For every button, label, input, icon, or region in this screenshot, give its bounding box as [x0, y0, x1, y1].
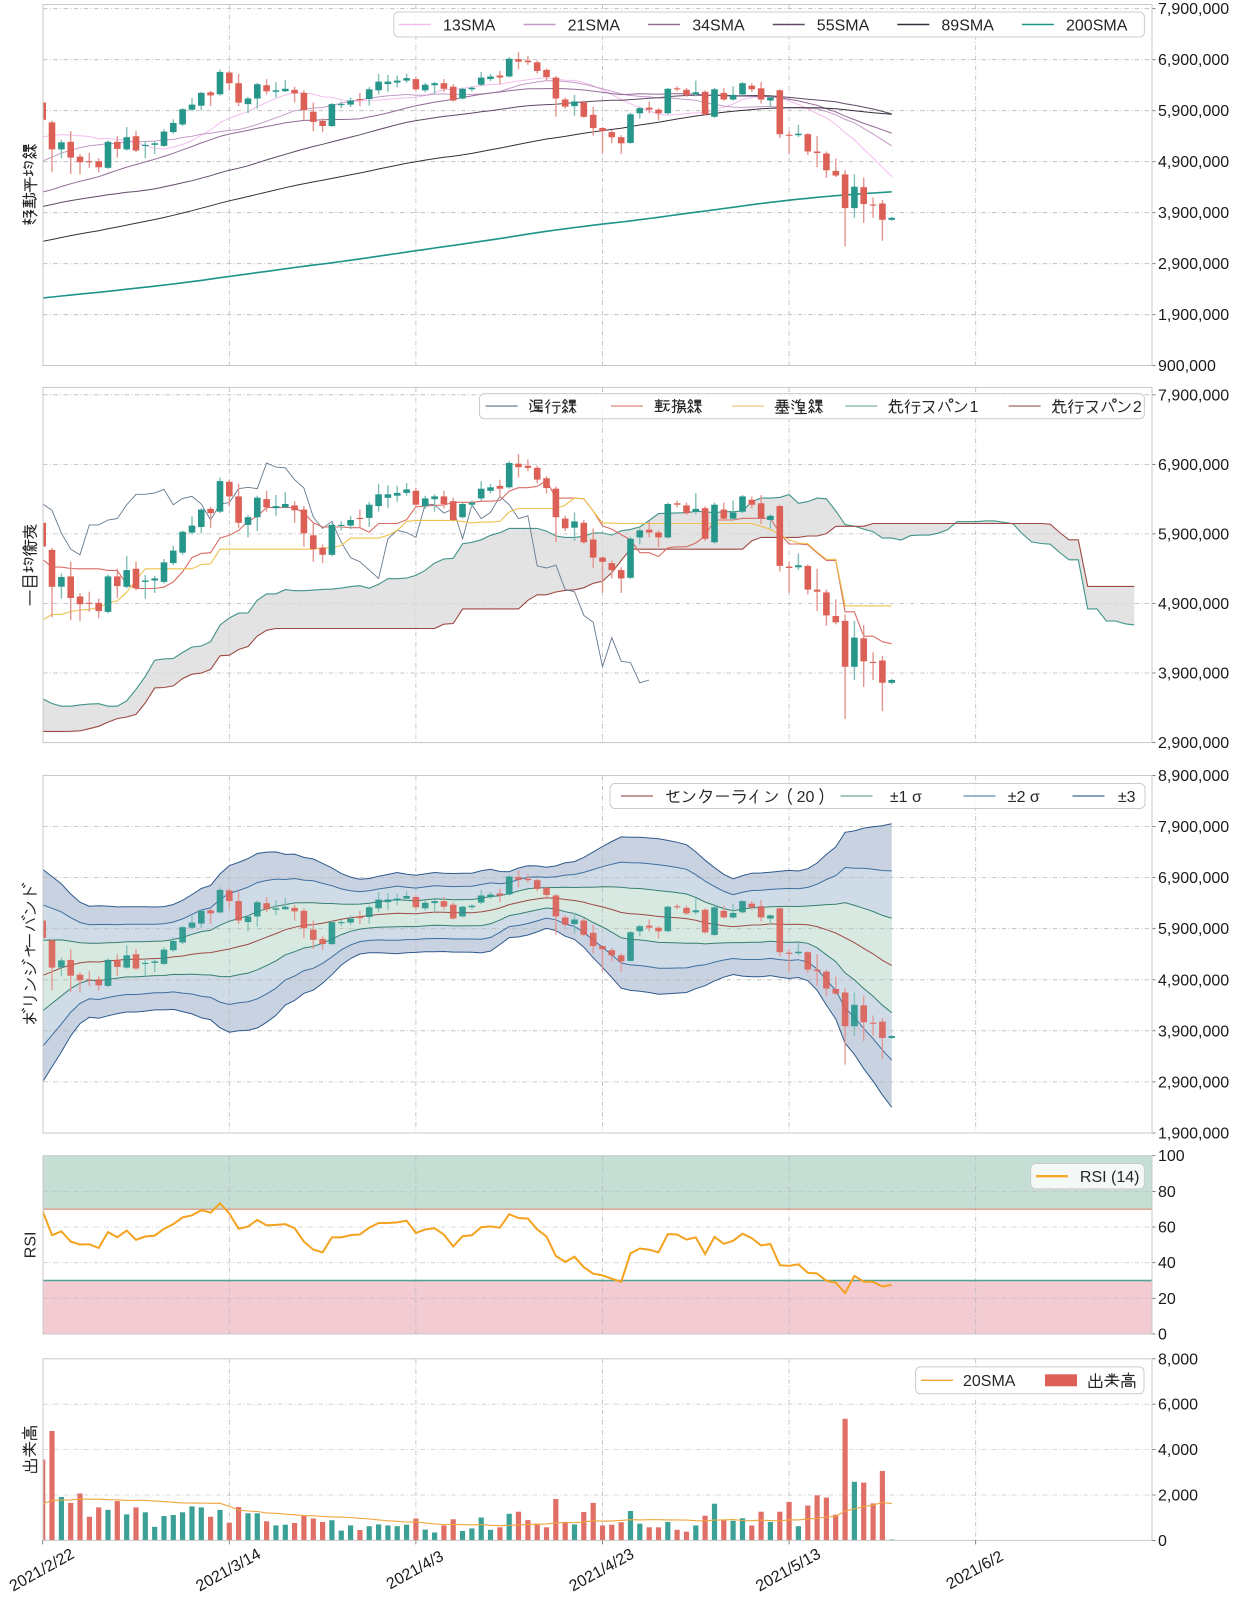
svg-text:±2 σ: ±2 σ	[1008, 789, 1040, 806]
svg-text:4,900,000: 4,900,000	[1158, 972, 1229, 989]
svg-text:±3: ±3	[1118, 789, 1136, 806]
svg-text:7,900,000: 7,900,000	[1158, 1, 1229, 18]
svg-text:2,000: 2,000	[1158, 1488, 1198, 1505]
svg-text:13SMA: 13SMA	[443, 17, 496, 34]
svg-text:3,900,000: 3,900,000	[1158, 205, 1229, 222]
svg-text:8,900,000: 8,900,000	[1158, 768, 1229, 785]
svg-text:RSI (14): RSI (14)	[1080, 1169, 1140, 1186]
svg-text:3,900,000: 3,900,000	[1158, 666, 1229, 683]
svg-text:6,900,000: 6,900,000	[1158, 870, 1229, 887]
svg-text:2: 2	[1133, 399, 1142, 416]
svg-text:±1 σ: ±1 σ	[890, 789, 922, 806]
svg-text:RSI: RSI	[22, 1232, 39, 1259]
svg-text:55SMA: 55SMA	[817, 17, 870, 34]
svg-text:2,900,000: 2,900,000	[1158, 1074, 1229, 1091]
svg-text:34SMA: 34SMA	[692, 17, 745, 34]
svg-text:4,900,000: 4,900,000	[1158, 596, 1229, 613]
svg-text:0: 0	[1158, 1327, 1167, 1344]
svg-text:60: 60	[1158, 1220, 1176, 1237]
svg-text:40: 40	[1158, 1255, 1176, 1272]
svg-text:6,900,000: 6,900,000	[1158, 52, 1229, 69]
svg-text:6,000: 6,000	[1158, 1397, 1198, 1414]
svg-text:89SMA: 89SMA	[941, 17, 994, 34]
svg-text:4,900,000: 4,900,000	[1158, 154, 1229, 171]
svg-text:8,000: 8,000	[1158, 1351, 1198, 1368]
svg-text:200SMA: 200SMA	[1066, 17, 1128, 34]
svg-text:1: 1	[970, 399, 979, 416]
svg-text:1,900,000: 1,900,000	[1158, 1126, 1229, 1143]
svg-text:20: 20	[1158, 1291, 1176, 1308]
svg-text:100: 100	[1158, 1148, 1185, 1165]
svg-text:20SMA: 20SMA	[963, 1373, 1016, 1390]
svg-text:21SMA: 21SMA	[568, 17, 621, 34]
svg-text:0: 0	[1158, 1533, 1167, 1550]
svg-text:3,900,000: 3,900,000	[1158, 1023, 1229, 1040]
svg-text:80: 80	[1158, 1184, 1176, 1201]
svg-text:5,900,000: 5,900,000	[1158, 103, 1229, 120]
svg-text:4,000: 4,000	[1158, 1442, 1198, 1459]
svg-text:2,900,000: 2,900,000	[1158, 735, 1229, 752]
svg-text:1,900,000: 1,900,000	[1158, 307, 1229, 324]
svg-text:5,900,000: 5,900,000	[1158, 526, 1229, 543]
svg-text:6,900,000: 6,900,000	[1158, 457, 1229, 474]
svg-text:7,900,000: 7,900,000	[1158, 387, 1229, 404]
svg-text:2,900,000: 2,900,000	[1158, 256, 1229, 273]
svg-text:7,900,000: 7,900,000	[1158, 819, 1229, 836]
svg-text:900,000: 900,000	[1158, 358, 1216, 375]
svg-text:5,900,000: 5,900,000	[1158, 921, 1229, 938]
svg-text:20: 20	[797, 789, 815, 806]
